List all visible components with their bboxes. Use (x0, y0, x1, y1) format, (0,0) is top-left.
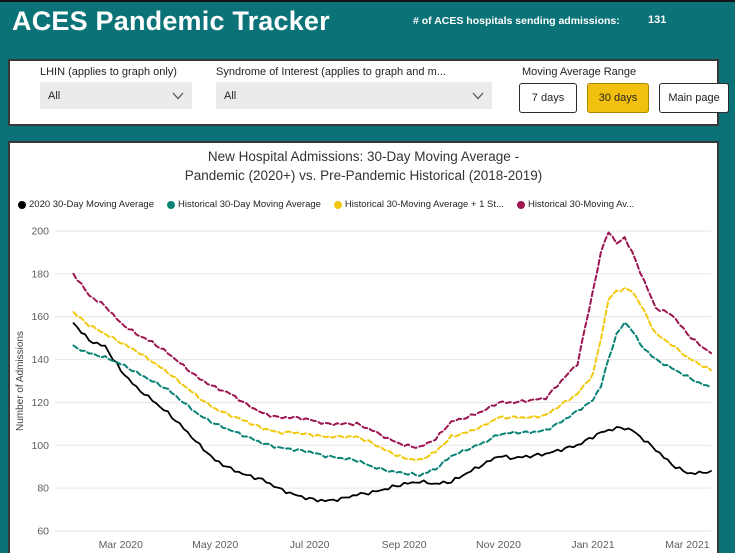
legend-item[interactable]: Historical 30-Moving Average + 1 St... (333, 199, 504, 210)
legend-dot-icon (516, 200, 525, 209)
series-line-4 (72, 231, 712, 449)
hospitals-count: 131 (648, 14, 667, 26)
lhin-value: All (48, 89, 61, 102)
y-axis-tick-label: 160 (31, 311, 49, 323)
y-axis-title: Number of Admissions (15, 331, 26, 431)
legend-item[interactable]: Historical 30-Day Moving Average (167, 199, 321, 210)
filter-panel: LHIN (applies to graph only) All Syndrom… (8, 59, 729, 126)
legend-item[interactable]: Historical 30-Moving Av... (516, 199, 635, 210)
legend-dot-icon (167, 200, 175, 209)
seven-days-button[interactable]: 7 days (519, 83, 577, 113)
series-line-2 (72, 321, 712, 477)
thirty-days-button[interactable]: 30 days (587, 83, 649, 113)
x-axis-tick-label: Sep 2020 (382, 539, 427, 551)
chart-panel: New Hospital Admissions: 30-Day Moving A… (8, 141, 719, 553)
chevron-down-icon (472, 92, 484, 100)
legend-dot-icon (333, 200, 342, 209)
legend-label: Historical 30-Moving Average + 1 St... (344, 199, 504, 210)
series-line-1 (72, 322, 712, 503)
x-axis-tick-label: Jul 2020 (290, 539, 330, 551)
x-axis-tick-label: May 2020 (192, 539, 238, 551)
syndrome-dropdown[interactable]: All (216, 82, 492, 109)
y-axis-tick-label: 120 (31, 397, 49, 409)
x-axis-tick-label: Nov 2020 (476, 539, 521, 551)
legend-label: Historical 30-Day Moving Average (178, 199, 321, 210)
chart-title-line2: Pandemic (2020+) vs. Pre-Pandemic Histor… (184, 168, 543, 183)
chart-legend: 2020 30-Day Moving Average Historical 30-… (18, 199, 715, 210)
y-axis-tick-label: 200 (31, 226, 49, 238)
hospitals-sending-label: # of ACES hospitals sending admissions: (413, 15, 620, 27)
legend-label: Historical 30-Moving Av... (527, 199, 635, 210)
legend-dot-icon (18, 200, 26, 209)
admissions-line-chart: 60 80 100 120 140 160 180 200 Mar 2020 May 2020 Ju… (15, 226, 712, 551)
lhin-dropdown[interactable]: All (40, 82, 192, 109)
main-page-button[interactable]: Main page (659, 83, 729, 113)
legend-item[interactable]: 2020 30-Day Moving Average (18, 199, 154, 210)
lhin-label: LHIN (applies to graph only) (40, 66, 177, 78)
chart-title-line1: New Hospital Admissions: 30-Day Moving A… (207, 149, 520, 164)
moving-average-range-label: Moving Average Range (522, 66, 637, 78)
y-axis-tick-label: 140 (31, 354, 49, 366)
y-axis-tick-label: 100 (31, 440, 49, 452)
x-axis-tick-label: Jan 2021 (571, 539, 614, 551)
y-axis-tick-label: 180 (31, 268, 49, 280)
y-axis-tick-label: 60 (37, 526, 49, 538)
chevron-down-icon (172, 92, 184, 100)
x-axis-tick-label: Mar 2021 (665, 539, 710, 551)
x-axis-tick-label: Mar 2020 (99, 539, 144, 551)
y-axis-tick-label: 80 (37, 483, 49, 495)
syndrome-value: All (224, 89, 237, 102)
page-title: ACES Pandemic Tracker (12, 6, 330, 36)
series-line-3 (72, 287, 712, 462)
legend-label: 2020 30-Day Moving Average (29, 199, 154, 210)
syndrome-label: Syndrome of Interest (applies to graph a… (216, 66, 446, 78)
